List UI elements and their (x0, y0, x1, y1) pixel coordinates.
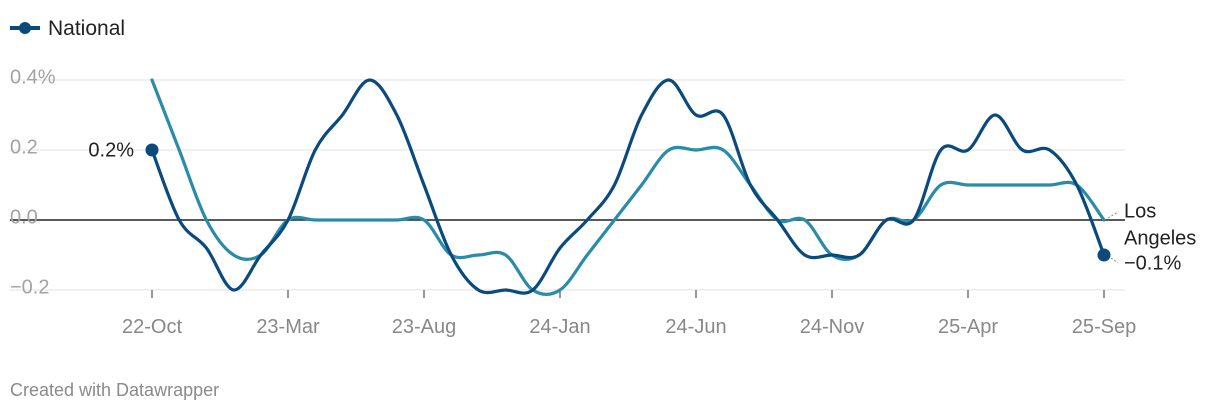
end-label-national: −0.1% (1124, 252, 1181, 274)
legend-label-national: National (48, 17, 125, 40)
y-tick-label: 0.4% (10, 66, 56, 88)
y-tick-label: 0.2 (10, 136, 38, 158)
y-tick-label: −0.2 (10, 276, 49, 298)
x-tick-label: 23-Mar (256, 316, 320, 338)
annotations: 0.2% −0.1% Los Angeles (88, 139, 1196, 274)
x-tick-label: 25-Sep (1072, 316, 1137, 338)
start-label-national: 0.2% (88, 139, 134, 161)
axes: 0.4% 0.2 0.0 −0.2 22-Oct 23-Mar 23-Aug 24-Jan 24… (10, 66, 1136, 338)
x-tick-label: 24-Nov (800, 316, 864, 338)
legend: National (10, 17, 125, 40)
y-tick-label: 0.0 (10, 206, 38, 228)
end-label-connector-national (1110, 257, 1119, 264)
x-tick-label: 23-Aug (392, 316, 457, 338)
footer-credit: Created with Datawrapper (10, 380, 220, 400)
legend-swatch-dot (19, 22, 31, 34)
series-line-los-angeles (150, 78, 1106, 296)
end-label-connector-los-angeles (1107, 211, 1119, 219)
start-point-national (145, 143, 159, 157)
end-label-los-angeles-line1: Los (1124, 200, 1156, 222)
x-tick-label: 24-Jan (529, 316, 590, 338)
x-tick-label: 25-Apr (938, 316, 998, 338)
end-point-national (1097, 248, 1111, 262)
end-label-los-angeles-line2: Angeles (1124, 227, 1196, 249)
line-chart: National 0.4% 0.2 0.0 −0.2 22-Oct 23-Mar 23-Au… (10, 17, 1196, 338)
series-line-national (150, 78, 1106, 295)
x-tick-label: 22-Oct (122, 316, 182, 338)
x-tick-label: 24-Jun (665, 316, 726, 338)
series (150, 78, 1106, 296)
